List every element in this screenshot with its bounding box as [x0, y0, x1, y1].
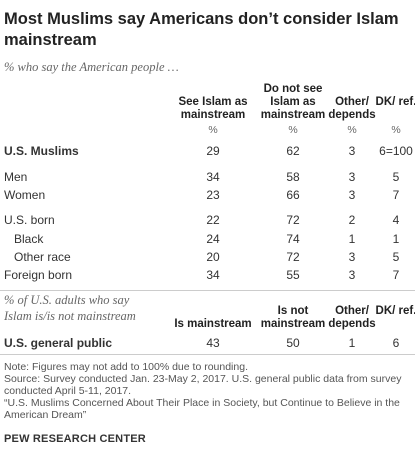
unit-label: %: [391, 124, 401, 136]
col-header-other: Other/ depends: [328, 96, 376, 121]
col-header-not-see-mainstream: Do not see Islam as mainstream: [260, 83, 326, 121]
cell-value: 34: [206, 170, 220, 184]
cell-value: 7: [392, 188, 400, 202]
report-title-line: “U.S. Muslims Concerned About Their Plac…: [4, 397, 400, 409]
cell-value: 62: [286, 144, 300, 158]
row-label: Men: [4, 170, 28, 184]
row-label: Other race: [14, 250, 71, 264]
chart-title: Most Muslims say Americans don’t conside…: [4, 10, 399, 49]
cell-value: 5: [392, 250, 400, 264]
row-label-general-public: U.S. general public: [4, 336, 113, 350]
cell-value: 20: [206, 250, 220, 264]
cell-value: 4: [392, 213, 400, 227]
cell-value: 34: [206, 268, 220, 282]
col-header-is-not-mainstream: Is not mainstream: [260, 305, 326, 330]
cell-value: 55: [286, 268, 300, 282]
col-header-see-mainstream: See Islam as mainstream: [178, 96, 248, 121]
row-label: Black: [14, 232, 44, 246]
row-label: Foreign born: [4, 268, 73, 282]
cell-value: 22: [206, 213, 220, 227]
unit-label: %: [208, 124, 218, 136]
row-label: Women: [4, 188, 46, 202]
cell-value: 1: [348, 336, 356, 350]
col-header-dk: DK/ ref.: [375, 96, 415, 108]
cell-value: 74: [286, 232, 300, 246]
cell-value: 3: [348, 170, 356, 184]
cell-value: 50: [286, 336, 300, 350]
row-label: U.S. born: [4, 213, 55, 227]
cell-value: 58: [286, 170, 300, 184]
cell-value: 43: [206, 336, 220, 350]
cell-value: 7: [392, 268, 400, 282]
unit-label: %: [347, 124, 357, 136]
cell-value: 6: [392, 336, 400, 350]
source-line: Source: Survey conducted Jan. 23-May 2, …: [4, 373, 402, 385]
cell-value: 3: [348, 250, 356, 264]
col-header-dk: DK/ ref.: [375, 305, 415, 317]
notes: Note: Figures may not add to 100% due to…: [4, 361, 412, 421]
cell-value: 3: [348, 188, 356, 202]
report-title-line: American Dream”: [4, 409, 87, 421]
pew-brand: PEW RESEARCH CENTER: [4, 433, 146, 445]
col-header-is-mainstream: Is mainstream: [174, 318, 252, 330]
row-label: U.S. Muslims: [4, 144, 79, 158]
cell-value: 24: [206, 232, 220, 246]
cell-value: 23: [206, 188, 220, 202]
notes-divider: [0, 354, 415, 355]
cell-value: 6=100: [379, 144, 413, 158]
section2-subtitle: % of U.S. adults who say Islam is/is not…: [4, 293, 136, 323]
unit-label: %: [288, 124, 298, 136]
col-header-other: Other/ depends: [328, 305, 376, 330]
cell-value: 72: [286, 213, 300, 227]
cell-value: 1: [392, 232, 400, 246]
note-line: Note: Figures may not add to 100% due to…: [4, 361, 248, 373]
cell-value: 3: [348, 144, 356, 158]
section-divider: [0, 290, 415, 291]
cell-value: 29: [206, 144, 220, 158]
cell-value: 2: [348, 213, 356, 227]
chart-subtitle: % who say the American people …: [4, 60, 179, 74]
cell-value: 72: [286, 250, 300, 264]
source-line: conducted April 5-11, 2017.: [4, 385, 132, 397]
cell-value: 66: [286, 188, 300, 202]
cell-value: 3: [348, 268, 356, 282]
cell-value: 1: [348, 232, 356, 246]
cell-value: 5: [392, 170, 400, 184]
